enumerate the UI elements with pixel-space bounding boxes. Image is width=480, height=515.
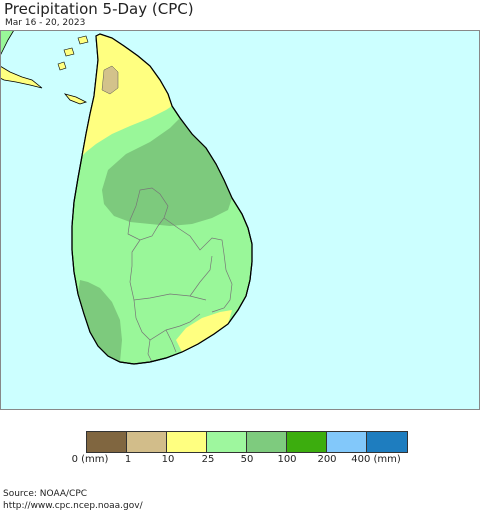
yellow-southeast (176, 310, 232, 352)
district-lines (127, 187, 233, 363)
india-coast (0, 30, 15, 57)
source-url[interactable]: http://www.cpc.ncep.noaa.gov/ (3, 501, 143, 511)
legend-swatch-6 (327, 432, 367, 452)
legend-label-3: 25 (201, 454, 215, 465)
coastline (71, 33, 253, 365)
legend-swatch-4 (247, 432, 287, 452)
legend-label-1: 1 (124, 454, 132, 465)
india-coast-tip (0, 65, 43, 89)
island-mannar (63, 93, 88, 105)
tan-patch (101, 65, 119, 95)
legend-label-7: 400 (mm) (351, 454, 401, 465)
legend-labels: 0 (mm) 1 10 25 50 100 200 400 (mm) (0, 454, 480, 468)
date-range: Mar 16 - 20, 2023 (5, 18, 86, 28)
legend-label-6: 200 (317, 454, 337, 465)
legend-label-2: 10 (161, 454, 175, 465)
legend-swatch-2 (167, 432, 207, 452)
map-title: Precipitation 5-Day (CPC) (4, 0, 194, 18)
legend-swatch-3 (207, 432, 247, 452)
yellow-north (82, 34, 172, 156)
legend-label-4: 50 (240, 454, 254, 465)
legend-label-5: 100 (277, 454, 297, 465)
legend-swatch-0 (87, 432, 127, 452)
northern-islets (57, 35, 89, 71)
footer: Source: NOAA/CPC http://www.cpc.ncep.noa… (0, 486, 480, 515)
green-southwest (78, 280, 122, 362)
legend-label-0: 0 (mm) (71, 454, 109, 465)
legend-swatch-5 (287, 432, 327, 452)
source-text: Source: NOAA/CPC (3, 489, 88, 499)
legend-swatch-7 (367, 432, 407, 452)
precipitation-map (0, 30, 480, 410)
green-east (102, 118, 232, 226)
legend-colorbar (86, 431, 408, 453)
legend-swatch-1 (127, 432, 167, 452)
